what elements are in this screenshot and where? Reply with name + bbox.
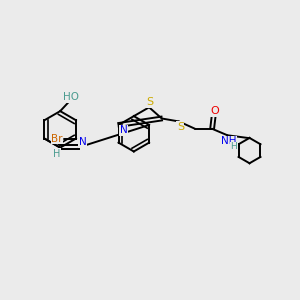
Text: O: O [210, 106, 219, 116]
Text: H: H [53, 149, 60, 159]
Text: H: H [230, 142, 237, 151]
Text: NH: NH [221, 136, 237, 146]
Text: N: N [79, 137, 86, 147]
Text: N: N [120, 125, 128, 135]
Text: S: S [177, 122, 184, 132]
Text: S: S [146, 97, 153, 107]
Text: Br: Br [51, 134, 63, 143]
Text: HO: HO [62, 92, 79, 102]
